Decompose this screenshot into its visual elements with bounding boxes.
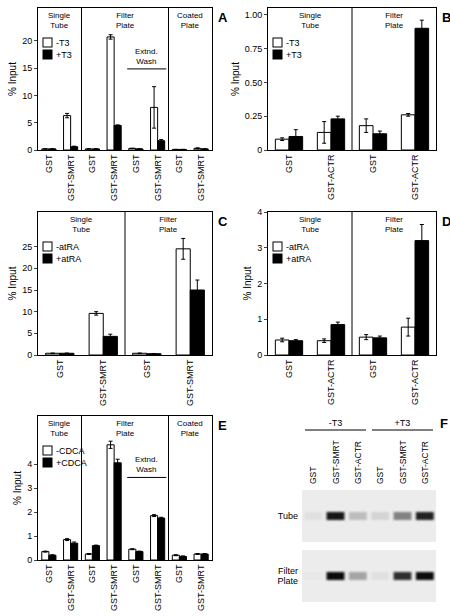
svg-text:3: 3 [27,483,32,493]
svg-text:-atRA: -atRA [56,242,79,252]
svg-text:-atRA: -atRA [286,242,309,252]
svg-text:GST-SMRT: GST-SMRT [196,154,206,201]
svg-text:10: 10 [22,91,32,101]
svg-text:E: E [218,418,227,433]
svg-text:15: 15 [22,63,32,73]
svg-text:FilterPlate: FilterPlate [116,419,135,438]
svg-text:GST: GST [368,359,378,378]
svg-text:GST-SMRT: GST-SMRT [185,359,195,406]
svg-text:1: 1 [27,531,32,541]
svg-text:+atRA: +atRA [286,254,311,264]
svg-text:5: 5 [27,118,32,128]
svg-text:GST-SMRT: GST-SMRT [98,359,108,406]
svg-text:SingleTube: SingleTube [70,215,93,234]
svg-text:GST: GST [284,154,294,173]
svg-text:FilterPlate: FilterPlate [385,215,404,234]
svg-text:-CDCA: -CDCA [56,446,85,456]
svg-text:15: 15 [22,285,32,295]
svg-text:C: C [218,214,228,229]
svg-text:10: 10 [22,307,32,317]
svg-text:Extnd.Wash: Extnd.Wash [135,47,158,66]
svg-text:GST-SMRT: GST-SMRT [109,154,119,201]
svg-text:+T3: +T3 [56,50,72,60]
svg-text:+T3: +T3 [286,50,302,60]
svg-text:SingleTube: SingleTube [299,215,322,234]
svg-text:GST-SMRT: GST-SMRT [153,154,163,201]
svg-text:% Input: % Input [230,62,241,96]
svg-text:GST: GST [87,154,97,173]
svg-text:GST: GST [308,467,318,484]
svg-text:GST: GST [131,154,141,173]
svg-text:-T3: -T3 [329,418,343,428]
svg-text:+T3: +T3 [395,418,411,428]
svg-text:GST: GST [368,154,378,173]
svg-text:GST: GST [375,467,385,484]
svg-text:CoatedPlate: CoatedPlate [177,11,203,30]
svg-text:5: 5 [27,328,32,338]
svg-text:FilterPlate: FilterPlate [159,215,178,234]
svg-text:SingleTube: SingleTube [48,11,71,30]
svg-text:D: D [442,214,450,229]
svg-text:CoatedPlate: CoatedPlate [177,419,203,438]
svg-text:GST-ACTR: GST-ACTR [410,154,420,200]
svg-text:0: 0 [27,145,32,155]
svg-text:Tube: Tube [278,511,298,521]
svg-text:GST: GST [142,359,152,378]
svg-text:-T3: -T3 [56,38,70,48]
svg-text:GST: GST [44,154,54,173]
svg-text:+atRA: +atRA [56,254,81,264]
svg-text:GST: GST [284,359,294,378]
svg-text:0: 0 [27,555,32,565]
svg-text:FilterPlate: FilterPlate [116,11,135,30]
svg-text:% Input: % Input [242,266,253,300]
svg-text:GST-SMRT: GST-SMRT [66,564,76,611]
svg-text:GST: GST [174,154,184,173]
svg-text:20: 20 [22,36,32,46]
svg-text:2: 2 [27,507,32,517]
svg-text:0: 0 [27,350,32,360]
svg-text:SingleTube: SingleTube [299,11,322,30]
svg-text:4: 4 [257,207,262,217]
svg-text:GST-ACTR: GST-ACTR [420,441,430,484]
svg-text:GST: GST [44,564,54,583]
svg-text:+CDCA: +CDCA [56,458,87,468]
svg-text:1.00: 1.00 [245,10,263,20]
svg-text:% Input: % Input [7,266,18,300]
svg-text:GST-SMRT: GST-SMRT [331,440,341,484]
svg-text:F: F [440,416,448,431]
svg-text:GST: GST [55,359,65,378]
svg-text:GST-ACTR: GST-ACTR [326,154,336,200]
svg-text:1: 1 [257,314,262,324]
svg-text:B: B [442,10,450,25]
svg-text:SingleTube: SingleTube [48,419,71,438]
svg-text:0: 0 [257,350,262,360]
svg-text:FilterPlate: FilterPlate [385,11,404,30]
svg-text:% Input: % Input [7,62,18,96]
svg-text:GST-SMRT: GST-SMRT [196,564,206,611]
svg-text:GST-SMRT: GST-SMRT [153,564,163,611]
svg-text:GST: GST [174,564,184,583]
svg-text:0.50: 0.50 [245,78,263,88]
svg-text:0: 0 [257,145,262,155]
svg-text:GST: GST [131,564,141,583]
svg-text:Extnd.Wash: Extnd.Wash [135,455,158,474]
svg-text:GST-ACTR: GST-ACTR [326,359,336,405]
svg-text:0.75: 0.75 [245,44,263,54]
svg-text:3: 3 [257,243,262,253]
svg-text:0.25: 0.25 [245,111,263,121]
svg-text:2: 2 [257,279,262,289]
svg-text:4: 4 [27,459,32,469]
svg-text:-T3: -T3 [286,38,300,48]
svg-text:% Input: % Input [12,471,23,505]
svg-text:GST-ACTR: GST-ACTR [410,359,420,405]
svg-text:GST-SMRT: GST-SMRT [66,154,76,201]
svg-text:GST-SMRT: GST-SMRT [398,440,408,484]
svg-text:FilterPlate: FilterPlate [277,566,298,586]
svg-text:GST-SMRT: GST-SMRT [109,564,119,611]
svg-text:GST-ACTR: GST-ACTR [353,441,363,484]
svg-text:GST: GST [87,564,97,583]
svg-text:20: 20 [22,263,32,273]
svg-text:25: 25 [22,242,32,252]
svg-text:A: A [218,10,228,25]
